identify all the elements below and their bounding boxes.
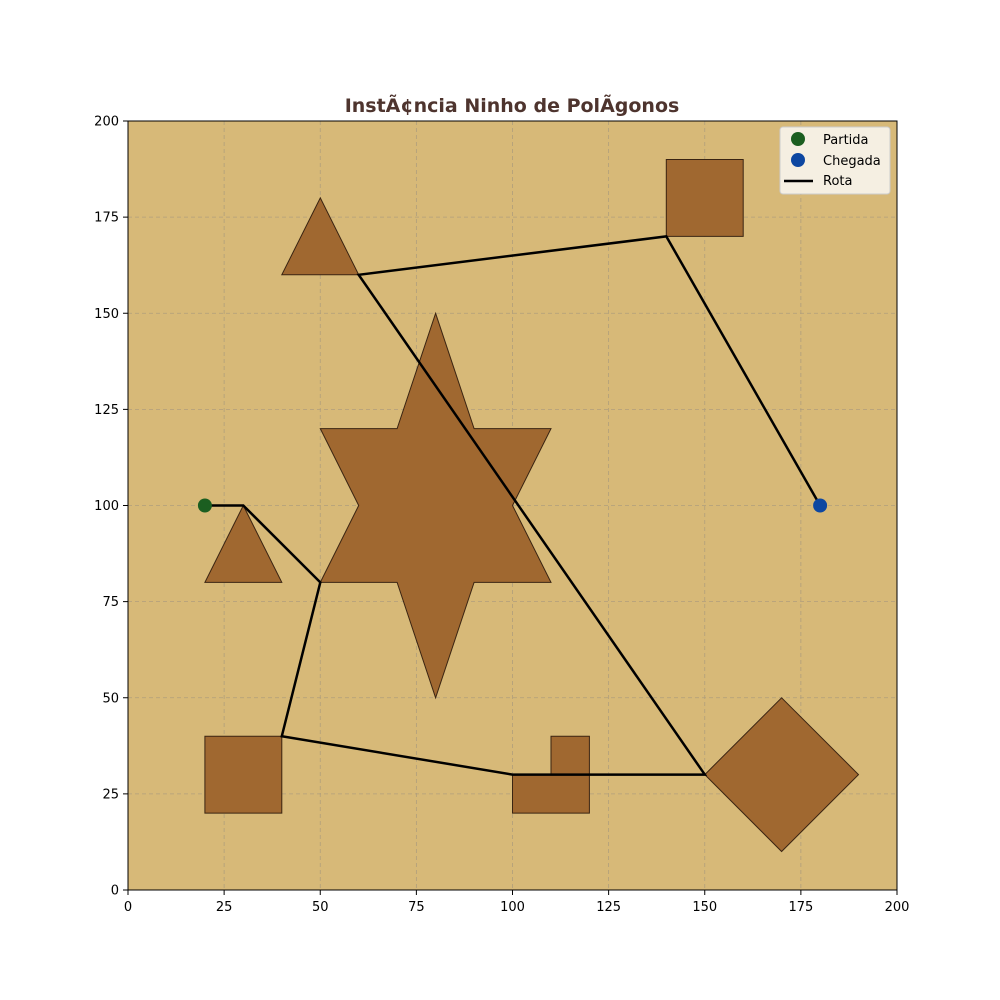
obstacle-square-top-right bbox=[665, 159, 744, 237]
y-tick-label-100: 100 bbox=[94, 499, 119, 514]
route-line bbox=[204, 235, 822, 776]
y-tick-label-200: 200 bbox=[94, 115, 119, 130]
goal-point bbox=[813, 498, 828, 513]
obstacle-square-bottom-left bbox=[204, 735, 283, 814]
y-tick-label-75: 75 bbox=[102, 595, 119, 610]
legend-goal-label: Chegada bbox=[823, 154, 881, 169]
x-tick-label-25: 25 bbox=[216, 900, 233, 915]
x-tick-label-0: 0 bbox=[124, 900, 132, 915]
y-tick-label-25: 25 bbox=[102, 787, 119, 802]
x-tick-label-75: 75 bbox=[408, 900, 425, 915]
axis-ticks: 0 25 50 75 100 125 150 175 200 0 25 50 75 100 125 150 17… bbox=[94, 115, 909, 916]
obstacle-star-center bbox=[319, 311, 552, 700]
legend: Partida Chegada Rota bbox=[779, 126, 891, 195]
route bbox=[204, 235, 822, 776]
x-tick-label-200: 200 bbox=[885, 900, 910, 915]
y-tick-label-175: 175 bbox=[94, 211, 119, 226]
x-tick-label-125: 125 bbox=[596, 900, 621, 915]
y-tick-label-125: 125 bbox=[94, 403, 119, 418]
endpoints bbox=[197, 498, 828, 513]
x-tick-label-50: 50 bbox=[312, 900, 329, 915]
obstacle-triangle-left bbox=[204, 504, 283, 583]
start-point bbox=[197, 498, 212, 513]
obstacle-triangle-top-left bbox=[280, 196, 360, 276]
legend-route-label: Rota bbox=[823, 174, 852, 189]
legend-start-label: Partida bbox=[823, 133, 869, 148]
x-tick-label-100: 100 bbox=[500, 900, 525, 915]
y-tick-label-150: 150 bbox=[94, 307, 119, 322]
y-tick-label-0: 0 bbox=[111, 884, 119, 899]
legend-box bbox=[779, 126, 891, 195]
legend-goal-marker bbox=[791, 153, 805, 167]
x-tick-label-150: 150 bbox=[692, 900, 717, 915]
x-tick-label-175: 175 bbox=[788, 900, 813, 915]
y-tick-label-50: 50 bbox=[102, 691, 119, 706]
chart-title: InstÃ¢ncia Ninho de PolÃ­gonos bbox=[345, 93, 680, 117]
obstacle-diamond-bottom-right bbox=[704, 697, 860, 853]
legend-start-marker bbox=[791, 132, 805, 146]
